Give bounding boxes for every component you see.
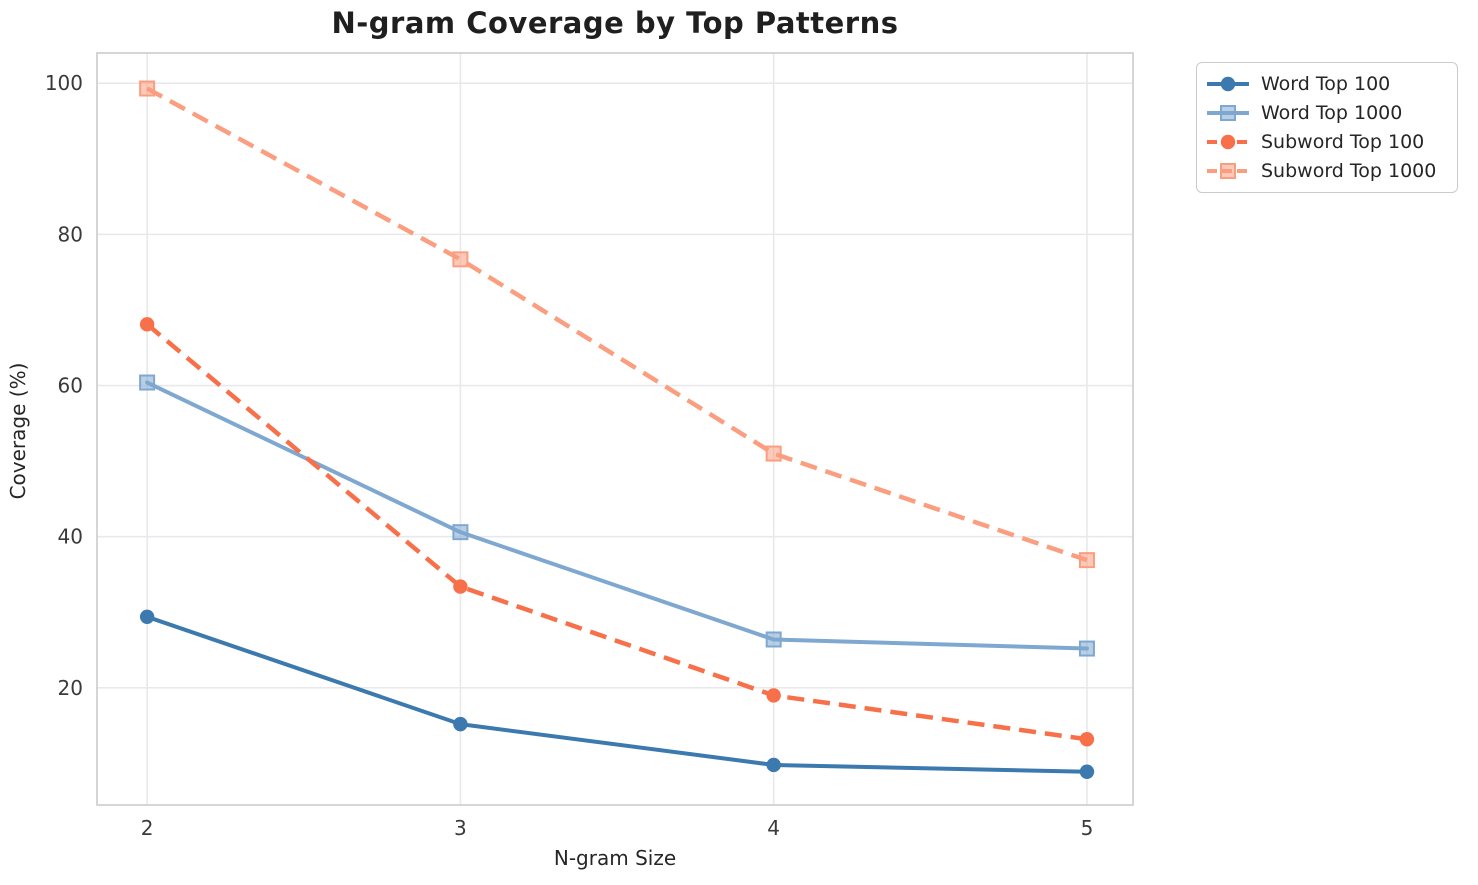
data-point-marker-square <box>452 251 469 268</box>
data-point-marker-circle <box>766 688 781 703</box>
legend-key-shape <box>1220 105 1236 121</box>
legend-label: Word Top 1000 <box>1261 102 1403 124</box>
legend-key-shape <box>1220 134 1236 150</box>
data-point-marker-square <box>765 445 782 462</box>
legend-item-subword-top-1000: Subword Top 1000 <box>1205 158 1447 184</box>
data-point-marker-square <box>1078 552 1095 569</box>
legend-item-word-top-1000: Word Top 1000 <box>1205 100 1447 126</box>
legend-key-line-circle-icon <box>1207 76 1249 92</box>
legend-key-line-circle-icon <box>1207 134 1249 150</box>
data-point-marker-square <box>139 80 156 97</box>
legend-item-subword-top-100: Subword Top 100 <box>1205 129 1447 155</box>
legend-key-line-square-icon <box>1207 105 1249 121</box>
x-tick-label: 3 <box>454 816 467 840</box>
data-point-marker-circle <box>453 716 468 732</box>
plot-border <box>96 52 1134 806</box>
data-point-marker-circle <box>1079 732 1095 747</box>
y-tick-label: 60 <box>58 374 83 398</box>
x-tick-label: 5 <box>1081 816 1094 840</box>
x-tick-label: 4 <box>767 816 780 840</box>
y-tick-label: 40 <box>58 525 83 549</box>
legend-label: Subword Top 1000 <box>1261 160 1437 182</box>
data-point-marker-square <box>452 524 469 541</box>
data-point-marker-circle <box>139 317 155 332</box>
y-tick-label: 80 <box>58 222 83 246</box>
legend-label: Subword Top 100 <box>1261 131 1425 153</box>
legend-key-line-square-icon <box>1207 163 1249 179</box>
y-tick-label: 20 <box>58 676 83 700</box>
legend-key-shape <box>1220 76 1236 92</box>
x-tick-label: 2 <box>141 816 154 840</box>
legend-label: Word Top 100 <box>1261 73 1391 95</box>
chart-title: N-gram Coverage by Top Patterns <box>331 6 899 40</box>
data-point-marker-circle <box>1079 764 1095 779</box>
series-line-word-top-100 <box>145 614 1089 774</box>
data-point-marker-circle <box>766 757 781 773</box>
y-tick-label: 100 <box>45 71 83 95</box>
series-line-subword-top-100 <box>145 322 1088 742</box>
legend-key-shape <box>1220 163 1236 179</box>
y-axis-label: Coverage (%) <box>6 362 30 500</box>
data-point-marker-circle <box>453 579 468 594</box>
legend: Word Top 100 Word Top 1000 Subword Top 1… <box>1196 62 1458 193</box>
data-point-marker-square <box>1078 640 1095 657</box>
data-point-marker-circle <box>139 609 155 625</box>
legend-item-word-top-100: Word Top 100 <box>1205 71 1447 97</box>
series-line-subword-top-1000 <box>146 86 1088 563</box>
x-axis-label: N-gram Size <box>553 846 677 870</box>
series-line-word-top-1000 <box>145 380 1089 651</box>
data-point-marker-square <box>765 631 782 648</box>
data-point-marker-square <box>139 374 156 391</box>
